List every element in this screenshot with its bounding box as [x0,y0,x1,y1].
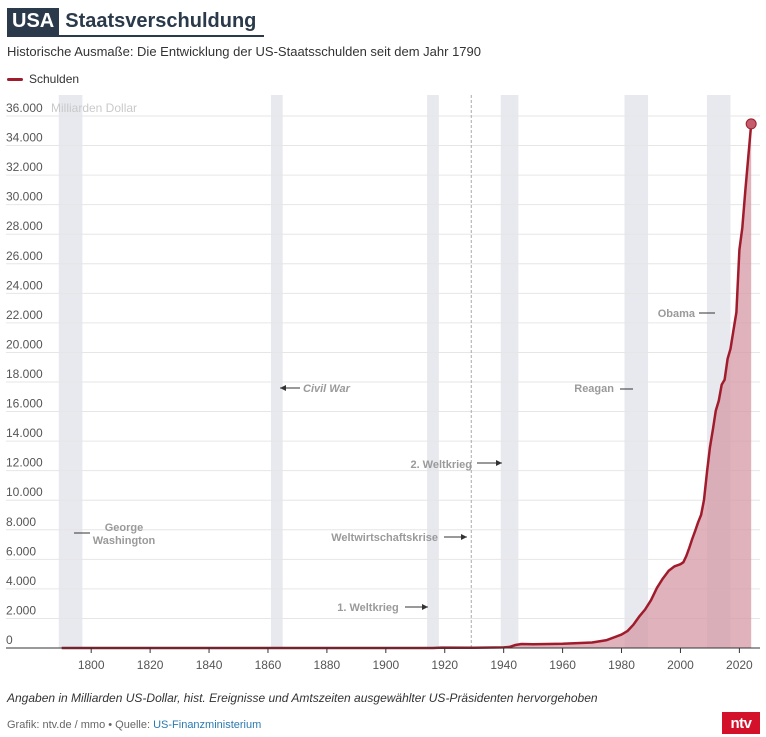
debt-chart: 0 2.000 4.000 6.000 8.000 10.000 12.000 14.000 1… [6,95,760,672]
annotation-ww2-arrow-head [496,460,502,466]
y-tick-label: 26.000 [6,249,43,263]
y-tick-label: 6.000 [6,544,36,558]
x-tick-label: 2000 [667,658,694,672]
annotation-civil-war-arrow-head [280,385,286,391]
chart-header: USA Staatsverschuldung [7,8,265,37]
x-tick-label: 1840 [196,658,223,672]
y-unit-label: Milliarden Dollar [51,101,137,115]
last-value-marker [745,118,757,130]
y-tick-label: 2.000 [6,603,36,617]
y-tick-label: 34.000 [6,131,43,145]
y-tick-label: 28.000 [6,219,43,233]
x-tick-label: 2020 [726,658,753,672]
y-tick-label: 22.000 [6,308,43,322]
highlight-band [500,95,519,648]
x-tick-label: 1900 [372,658,399,672]
y-tick-label: 36.000 [6,101,43,115]
annotation-obama: Obama [658,308,696,320]
annotation-ww2: 2. Weltkrieg [410,459,472,471]
chart-subtitle: Historische Ausmaße: Die Entwicklung der… [7,44,481,59]
y-tick-label: 14.000 [6,426,43,440]
y-tick-label: 24.000 [6,278,43,292]
annotation-ww1-arrow-head [422,604,428,610]
legend-label: Schulden [29,72,80,86]
highlight-band [624,95,649,648]
y-tick-label: 20.000 [6,337,43,351]
y-tick-label: 0 [6,633,13,647]
source-link[interactable]: US-Finanzministerium [153,719,262,731]
legend: Schulden [7,72,79,86]
footnote: Angaben in Milliarden US-Dollar, hist. E… [7,691,598,705]
x-tick-label: 1940 [490,658,517,672]
annotation-reagan: Reagan [574,383,614,395]
x-tick-label: 1800 [78,658,105,672]
y-tick-label: 8.000 [6,515,36,529]
credit-text: Grafik: ntv.de / mmo • Quelle: [7,719,154,731]
x-tick-label: 1920 [431,658,458,672]
legend-swatch [7,77,23,81]
ntv-logo: ntv [722,712,760,734]
highlight-band [427,95,439,648]
chart-title: Staatsverschuldung [59,8,265,37]
annotation-george-washington-line2: Washington [93,535,156,547]
y-tick-label: 16.000 [6,397,43,411]
debt-area [61,123,752,648]
annotation-civil-war: Civil War [303,383,351,395]
x-tick-label: 1880 [314,658,341,672]
y-tick-label: 32.000 [6,160,43,174]
annotation-ww1: 1. Weltkrieg [337,602,399,614]
y-tick-label: 10.000 [6,485,43,499]
highlight-band [270,95,283,648]
y-tick-label: 4.000 [6,574,36,588]
x-tick-label: 1960 [549,658,576,672]
country-tag: USA [7,8,60,37]
x-tick-label: 1860 [255,658,282,672]
y-tick-label: 12.000 [6,456,43,470]
x-tick-label: 1980 [608,658,635,672]
y-tick-label: 30.000 [6,190,43,204]
annotation-george-washington: George [105,522,144,534]
credit-line: Grafik: ntv.de / mmo • Quelle: US-Finanz… [7,719,261,731]
x-tick-label: 1820 [137,658,164,672]
highlight-band [58,95,83,648]
annotation-depression-arrow-head [461,534,467,540]
y-tick-label: 18.000 [6,367,43,381]
annotation-depression: Weltwirtschaftskrise [331,532,438,544]
